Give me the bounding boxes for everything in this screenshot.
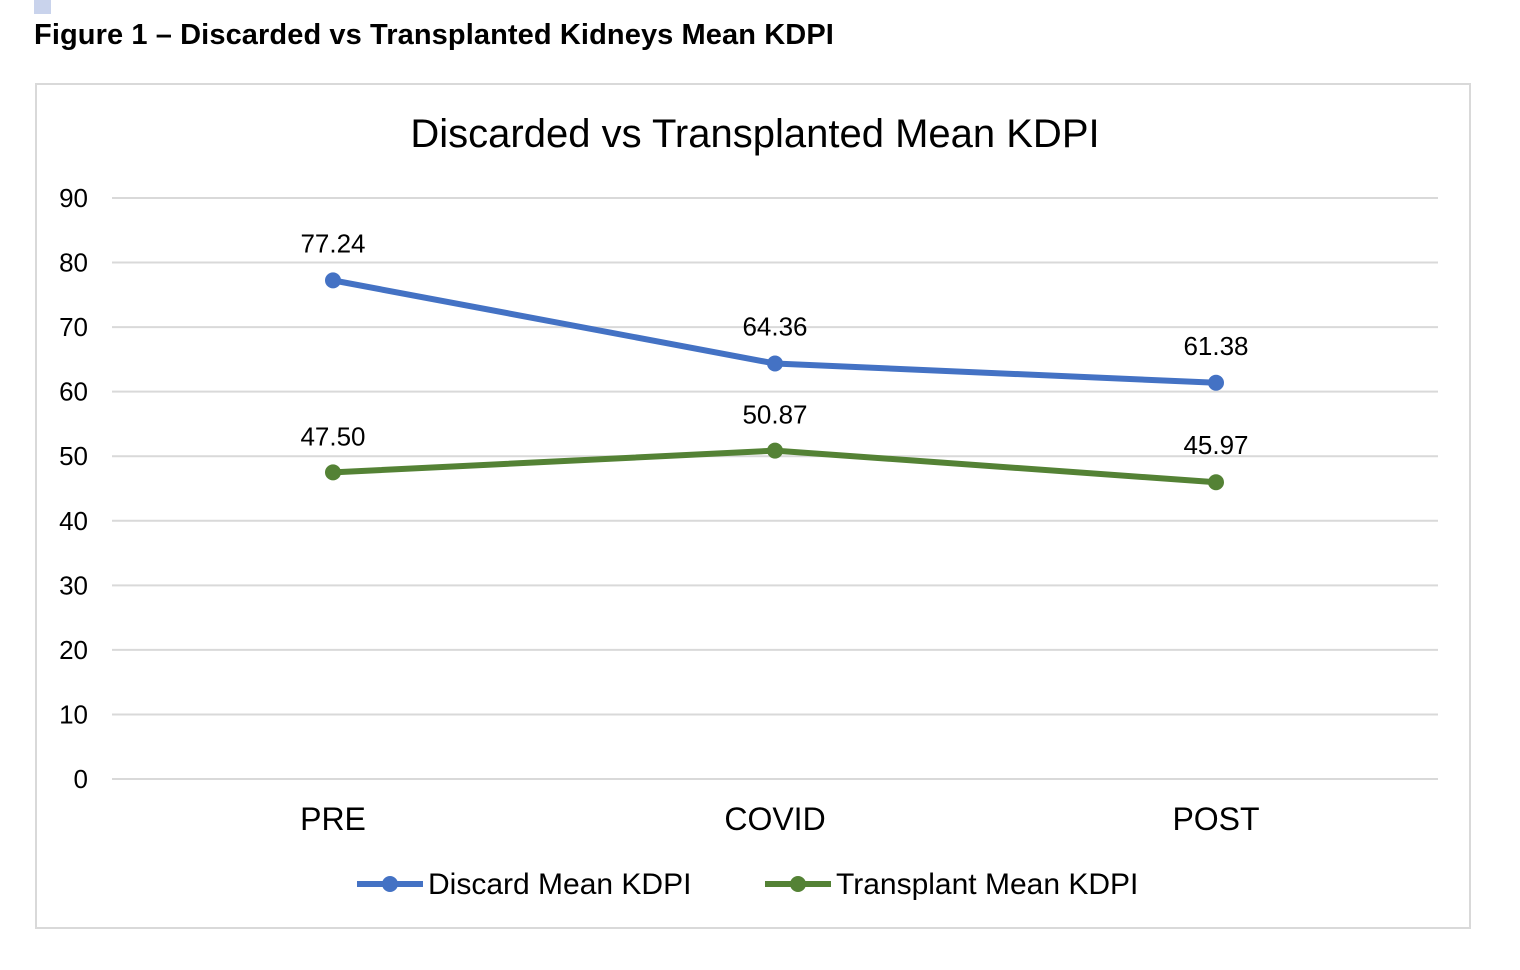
data-point: [325, 272, 341, 289]
y-tick-label: 70: [59, 312, 88, 342]
series-lines: [325, 272, 1224, 491]
y-tick-label: 40: [59, 506, 88, 536]
gridlines: [112, 197, 1438, 780]
x-tick-label: PRE: [300, 801, 366, 837]
data-point: [1208, 374, 1224, 391]
legend-label: Discard Mean KDPI: [428, 868, 691, 901]
y-axis-ticks: 0 10 20 30 40 50 60 70 80 90: [59, 183, 88, 794]
y-tick-label: 60: [59, 377, 88, 407]
data-label: 50.87: [742, 400, 807, 430]
data-point: [767, 355, 783, 372]
legend-marker: [790, 876, 806, 892]
chart-title: Discarded vs Transplanted Mean KDPI: [410, 112, 1099, 156]
legend: Discard Mean KDPI Transplant Mean KDPI: [357, 868, 1138, 901]
data-label: 45.97: [1183, 430, 1248, 460]
data-point: [325, 464, 341, 481]
figure-caption: Figure 1 – Discarded vs Transplanted Kid…: [34, 19, 834, 51]
legend-label: Transplant Mean KDPI: [836, 868, 1138, 901]
x-axis-ticks: PRE COVID POST: [300, 801, 1259, 837]
y-tick-label: 20: [59, 635, 88, 665]
y-tick-label: 50: [59, 441, 88, 471]
data-label: 61.38: [1183, 331, 1248, 361]
y-tick-label: 80: [59, 248, 88, 278]
chart-frame: [35, 83, 1471, 929]
x-tick-label: POST: [1172, 801, 1259, 837]
corner-marker: [34, 0, 51, 14]
y-tick-label: 10: [59, 699, 88, 729]
data-point: [767, 442, 783, 459]
y-tick-label: 90: [59, 183, 88, 213]
data-label: 77.24: [300, 228, 365, 258]
data-label: 47.50: [300, 421, 365, 451]
y-tick-label: 30: [59, 570, 88, 600]
legend-marker: [382, 876, 398, 892]
data-labels: 77.24 64.36 61.38 47.50 50.87 45.97: [300, 228, 1248, 460]
x-tick-label: COVID: [724, 801, 825, 837]
y-tick-label: 0: [74, 764, 88, 794]
data-label: 64.36: [742, 312, 807, 342]
data-point: [1208, 474, 1224, 491]
